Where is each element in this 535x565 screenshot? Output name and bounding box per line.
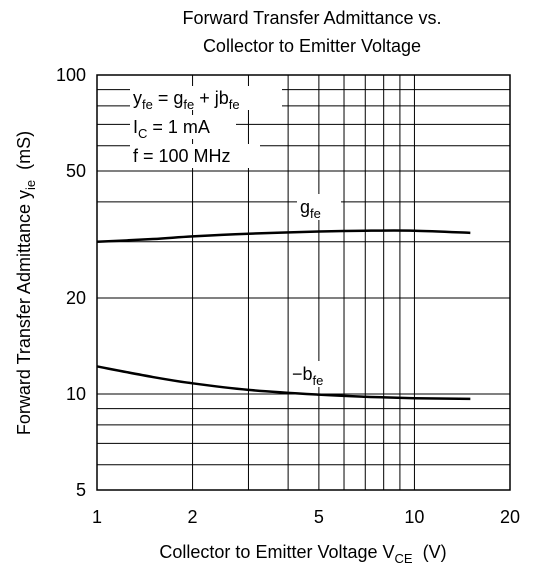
series-label-sub: fe	[313, 373, 324, 388]
series-label-main: g	[300, 197, 310, 217]
y-axis-label-sub: ie	[23, 180, 38, 190]
y-tick-label: 10	[66, 384, 86, 404]
series-labels: gfe−bfe	[292, 197, 323, 388]
annotation-backgrounds	[130, 86, 341, 387]
chart-title-line2: Collector to Emitter Voltage	[203, 36, 421, 56]
x-tick-label: 2	[188, 507, 198, 527]
x-axis-label-sub: CE	[395, 551, 413, 565]
series-label-main: −b	[292, 364, 313, 384]
annotation-part: fe	[229, 97, 240, 112]
series-label-background	[297, 194, 341, 220]
annotation-line-2: IC = 1 mA	[133, 117, 210, 141]
x-tick-label: 20	[500, 507, 520, 527]
x-axis-label: Collector to Emitter Voltage VCE (V)	[159, 542, 446, 565]
y-tick-label: 5	[76, 480, 86, 500]
series-label-sub: fe	[310, 206, 321, 221]
annotation-part: = g	[153, 88, 184, 108]
series-label-gfe: gfe	[300, 197, 321, 221]
series-label-bfe: −bfe	[292, 364, 323, 388]
x-tick-label: 5	[314, 507, 324, 527]
annotation-background	[130, 115, 236, 139]
y-axis-label-main: Forward Transfer Admittance y	[14, 190, 34, 435]
annotation-part: = 1 mA	[147, 117, 210, 137]
series-line-gfe	[96, 229, 471, 244]
annotation-line-3: f = 100 MHz	[133, 146, 231, 166]
y-tick-label: 20	[66, 288, 86, 308]
annotation-line-1: yfe = gfe + jbfe	[133, 88, 240, 112]
annotation-background	[130, 86, 282, 110]
series-curves	[96, 229, 471, 401]
x-axis-label-main: Collector to Emitter Voltage V	[159, 542, 394, 562]
chart-title: Forward Transfer Admittance vs. Collecto…	[182, 8, 441, 56]
annotation-part: + jb	[194, 88, 229, 108]
annotation-part: y	[133, 88, 142, 108]
annotation-part: C	[138, 126, 147, 141]
annotation-part: fe	[183, 97, 194, 112]
annotation-part: fe	[142, 97, 153, 112]
annotation-background	[130, 144, 260, 168]
x-tick-label: 10	[404, 507, 424, 527]
y-tick-label: 100	[56, 65, 86, 85]
x-tick-label: 1	[92, 507, 102, 527]
tick-labels: 1 2 5 10 20 5 10 20 50 100	[56, 65, 520, 527]
annotation-part: f = 100 MHz	[133, 146, 231, 166]
series-label-background	[289, 361, 335, 387]
annotation-part: I	[133, 117, 138, 137]
series-line-bfe	[96, 365, 471, 401]
chart-title-line1: Forward Transfer Admittance vs.	[182, 8, 441, 28]
plot-frame	[96, 74, 511, 491]
y-axis-label-unit: (mS)	[14, 131, 34, 180]
y-axis-label: Forward Transfer Admittance yie (mS)	[14, 131, 38, 435]
y-tick-label: 50	[66, 161, 86, 181]
x-axis-label-unit: (V)	[413, 542, 447, 562]
